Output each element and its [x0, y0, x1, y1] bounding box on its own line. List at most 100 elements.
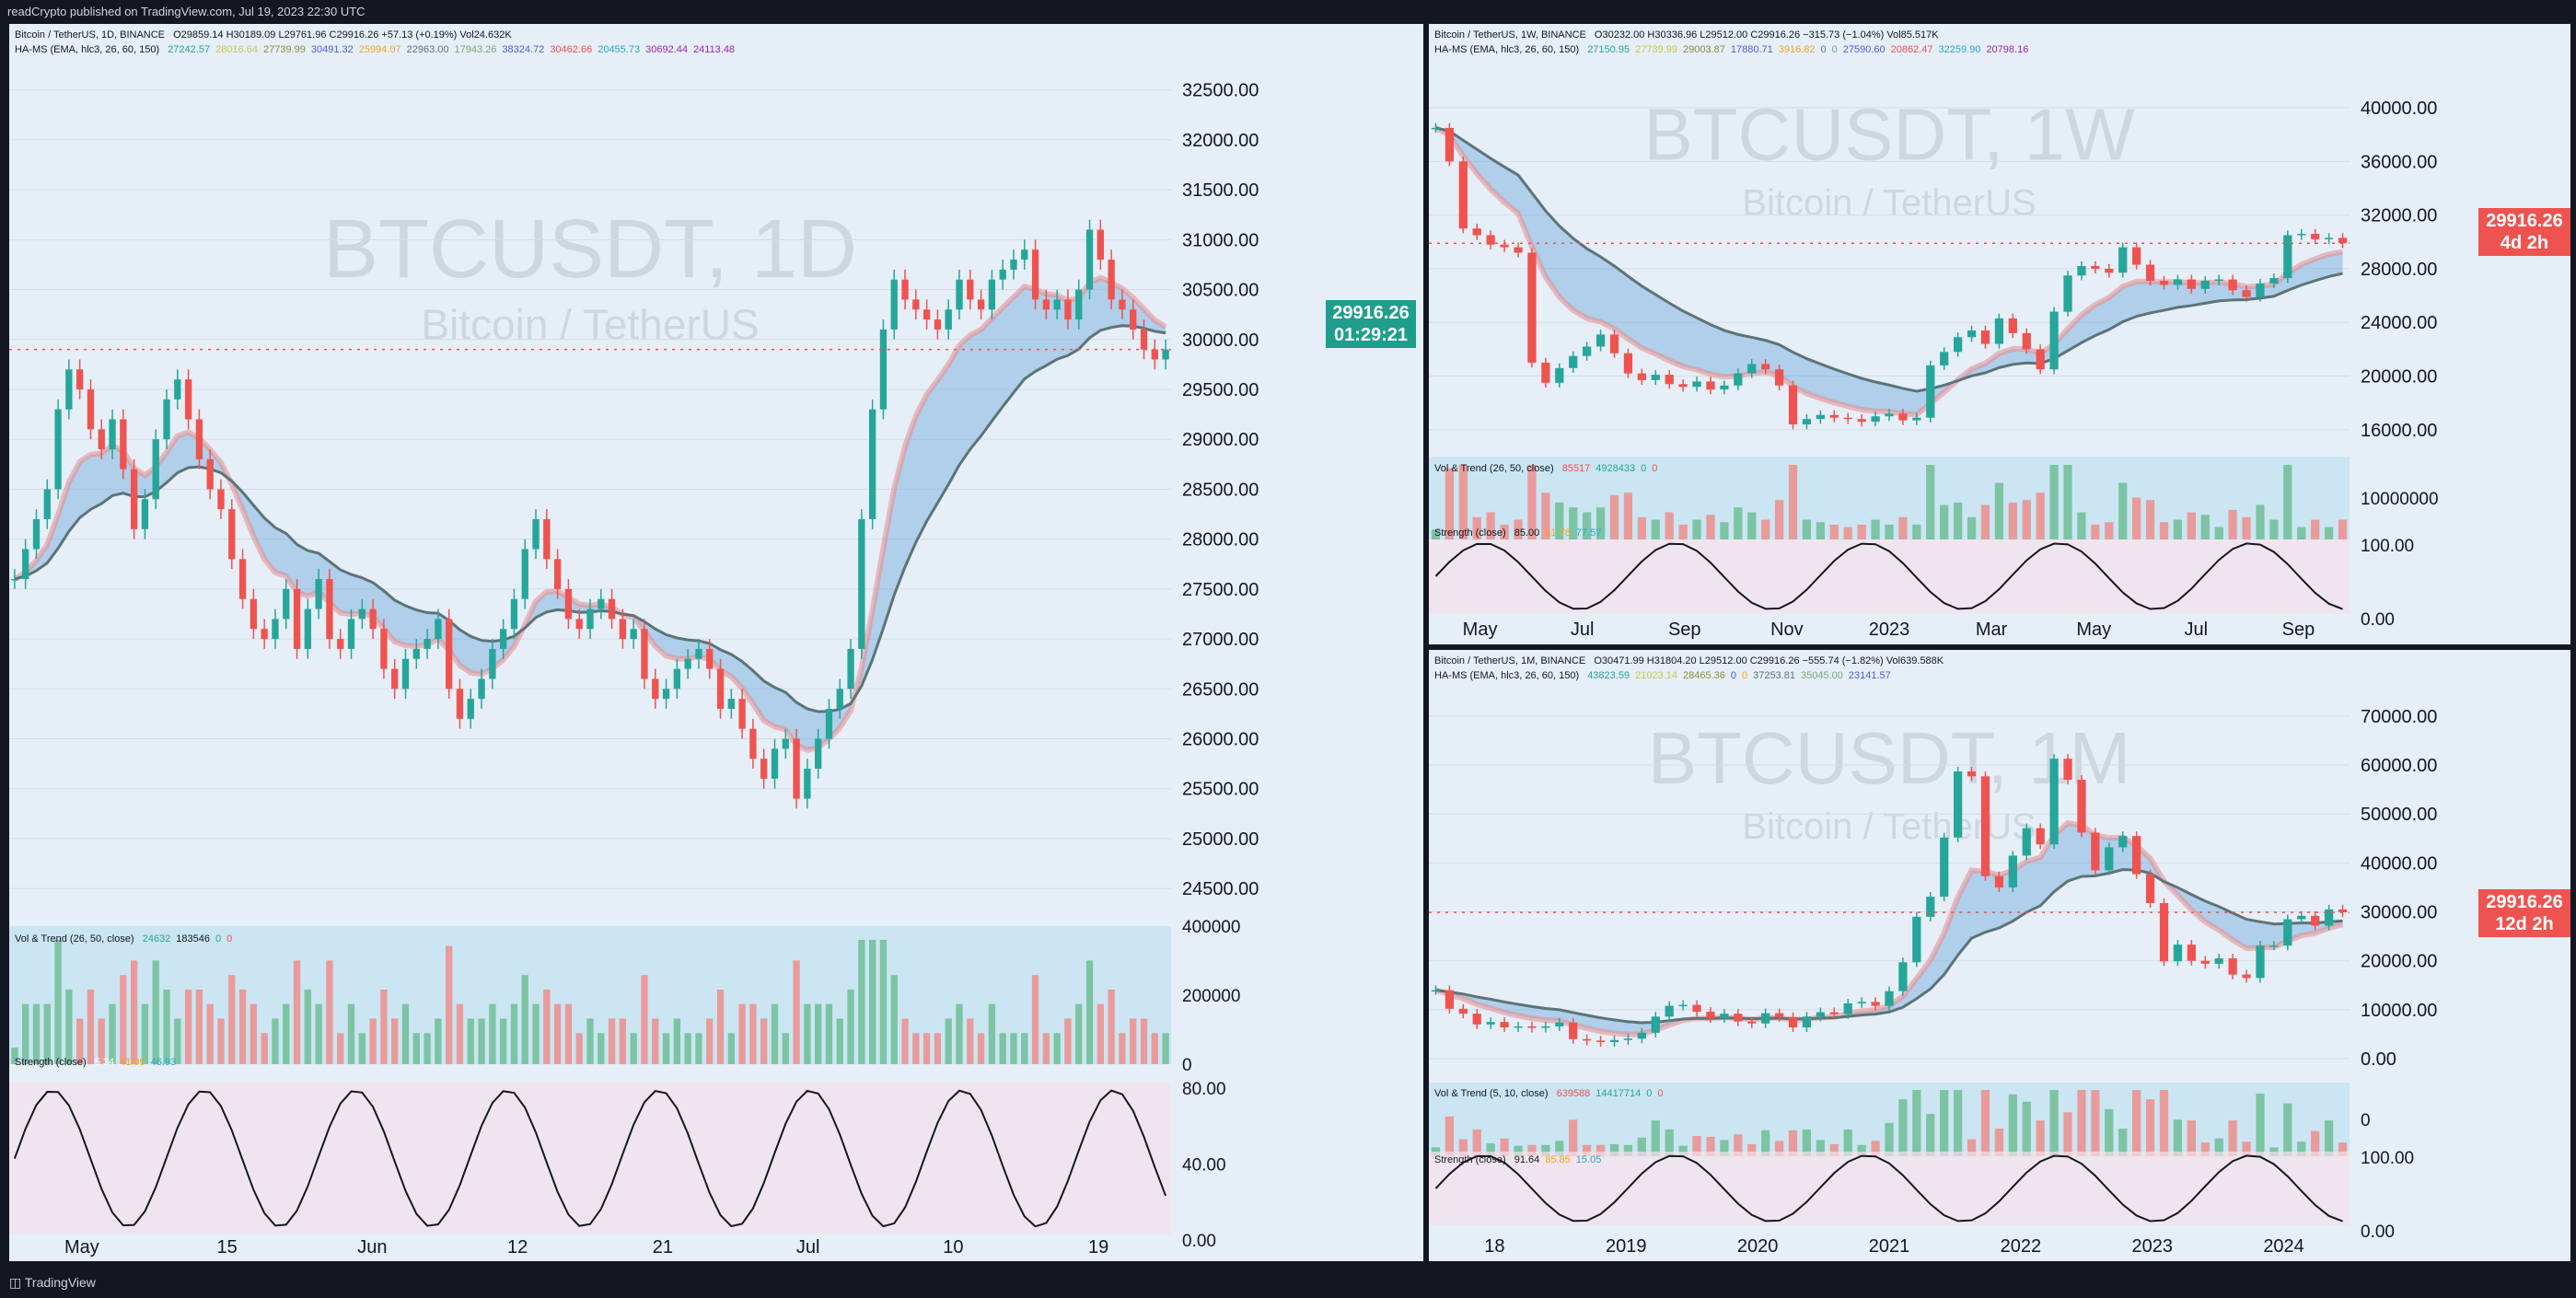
- daily-candle-83: [912, 299, 920, 310]
- weekly-volume-bar-26: [1788, 465, 1798, 539]
- weekly-candle-17: [1665, 375, 1674, 385]
- weekly-volume-bar-0: [1431, 529, 1441, 539]
- weekly-candle-51: [2132, 247, 2141, 265]
- daily-volume-bar-72: [793, 960, 800, 1064]
- daily-volume-bar-75: [825, 1003, 833, 1064]
- monthly-volume-bar-11: [1583, 1144, 1592, 1156]
- monthly-candle-13: [1609, 1039, 1619, 1042]
- monthly-candle-59: [2242, 974, 2251, 979]
- daily-vol-tick-0: 400000: [1182, 918, 1240, 937]
- daily-volume-bar-95: [1042, 1033, 1050, 1064]
- weekly-legend-ha-label: HA-MS (EMA, hlc3, 26, 60, 150): [1434, 44, 1580, 55]
- monthly-volume-bar-57: [2214, 1138, 2223, 1156]
- daily-candle-102: [1119, 299, 1126, 310]
- daily-vol-value-0: 24632: [142, 933, 171, 945]
- weekly-volume-bar-51: [2132, 497, 2141, 539]
- weekly-time-tick-7: Jul: [2185, 620, 2209, 640]
- monthly-candle-7: [1527, 1026, 1537, 1028]
- weekly-volume-bar-65: [2324, 527, 2334, 539]
- monthly-volume-bar-5: [1500, 1138, 1509, 1156]
- weekly-volume-bar-33: [1885, 524, 1894, 539]
- daily-vol-tick-1: 200000: [1182, 987, 1240, 1006]
- daily-candle-15: [174, 379, 181, 400]
- weekly-candle-6: [1514, 247, 1523, 253]
- daily-candle-80: [879, 329, 888, 410]
- weekly-candle-32: [1871, 416, 1880, 423]
- weekly-volume-bar-14: [1623, 493, 1633, 539]
- weekly-volume-bar-32: [1871, 519, 1880, 539]
- monthly-volume-bar-45: [2049, 1090, 2059, 1156]
- daily-watermark-name: Bitcoin / TetherUS: [421, 301, 759, 349]
- daily-volume-bar-76: [836, 1018, 843, 1064]
- daily-volume-bar-45: [499, 1018, 507, 1064]
- weekly-candle-48: [2091, 266, 2100, 269]
- weekly-price-tick-1: 36000.00: [2361, 152, 2437, 172]
- daily-candle-28: [315, 579, 322, 609]
- weekly-vol-value-3: 0: [1652, 463, 1658, 474]
- daily-volume-bar-37: [412, 1033, 420, 1064]
- daily-price-tick-14: 25500.00: [1182, 780, 1259, 800]
- monthly-volume-bar-62: [2283, 1103, 2292, 1156]
- daily-candle-22: [249, 598, 258, 630]
- daily-candle-23: [261, 629, 268, 640]
- weekly-candle-41: [1994, 318, 2004, 344]
- weekly-legend-str-row: Strength (close) 85.00 81.78 77.57: [1434, 527, 1601, 539]
- daily-candle-79: [868, 409, 876, 519]
- daily-candle-50: [553, 559, 562, 589]
- chart-panel-monthly[interactable]: BTCUSDT, 1M Bitcoin / TetherUS 70000.00 600…: [1429, 650, 2570, 1261]
- daily-volume-bar-3: [43, 1003, 51, 1064]
- daily-volume-bar-5: [65, 989, 73, 1064]
- weekly-volume-bar-35: [1912, 524, 1921, 539]
- daily-candle-105: [1151, 349, 1158, 360]
- daily-ha-value-10: 30692.44: [645, 44, 688, 55]
- weekly-legend-vol-row: Vol & Trend (26, 50, close) 85517 4928433…: [1434, 463, 1657, 474]
- daily-volume-bar-74: [815, 1003, 822, 1064]
- daily-price-tick-13: 26000.00: [1182, 730, 1259, 750]
- daily-last-price: 29916.26: [1332, 303, 1410, 323]
- daily-volume-bar-103: [1130, 1018, 1137, 1064]
- daily-candle-60: [662, 689, 670, 700]
- daily-volume-bar-54: [598, 1033, 605, 1064]
- daily-volume-bar-26: [293, 960, 301, 1064]
- weekly-candle-11: [1583, 346, 1592, 356]
- monthly-volume-bar-20: [1706, 1136, 1715, 1156]
- monthly-price-tick-7: 0.00: [2361, 1049, 2396, 1070]
- chart-panel-daily[interactable]: BTCUSDT, 1D Bitcoin / TetherUS 32500.00 320…: [9, 24, 1423, 1261]
- daily-volume-bar-34: [380, 989, 388, 1064]
- monthly-time-tick-3: 2021: [1869, 1236, 1910, 1257]
- daily-volume-bar-66: [727, 1033, 735, 1064]
- daily-candle-32: [358, 608, 366, 620]
- weekly-volume-bar-55: [2187, 512, 2196, 539]
- monthly-volume-bar-1: [1445, 1116, 1455, 1156]
- monthly-last-price: 29916.26: [2486, 892, 2563, 912]
- daily-ha-value-4: 25994.07: [358, 44, 401, 55]
- monthly-candle-41: [1994, 875, 2004, 887]
- weekly-volume-bar-38: [1954, 502, 1963, 539]
- daily-candle-82: [901, 279, 909, 300]
- monthly-candle-16: [1651, 1016, 1660, 1033]
- daily-ha-value-7: 38324.72: [502, 44, 545, 55]
- daily-candle-35: [391, 668, 399, 690]
- daily-volume-bar-14: [163, 989, 170, 1064]
- weekly-candle-38: [1954, 337, 1963, 353]
- daily-volume-bar-41: [456, 1003, 464, 1064]
- chart-panel-weekly[interactable]: BTCUSDT, 1W Bitcoin / TetherUS 40000.00 360…: [1429, 24, 2570, 644]
- daily-candle-81: [890, 279, 898, 330]
- daily-volume-bar-68: [749, 1003, 757, 1064]
- weekly-candle-27: [1802, 419, 1812, 425]
- weekly-volume-bar-18: [1678, 524, 1688, 539]
- monthly-candle-61: [2269, 945, 2279, 947]
- weekly-volume-bar-47: [2077, 512, 2086, 539]
- daily-candle-61: [673, 668, 681, 690]
- daily-candle-24: [272, 619, 279, 640]
- daily-candle-36: [401, 658, 410, 690]
- weekly-candle-0: [1431, 127, 1441, 130]
- daily-volume-bar-67: [738, 1003, 746, 1064]
- monthly-volume-bar-18: [1678, 1145, 1688, 1156]
- daily-ha-value-11: 24113.48: [692, 44, 736, 55]
- weekly-candle-66: [2338, 238, 2348, 244]
- weekly-chart-svg[interactable]: BTCUSDT, 1W Bitcoin / TetherUS 40000.00 360…: [1429, 24, 2570, 644]
- daily-chart-svg[interactable]: BTCUSDT, 1D Bitcoin / TetherUS 32500.00 320…: [9, 24, 1423, 1261]
- daily-candle-31: [347, 619, 355, 649]
